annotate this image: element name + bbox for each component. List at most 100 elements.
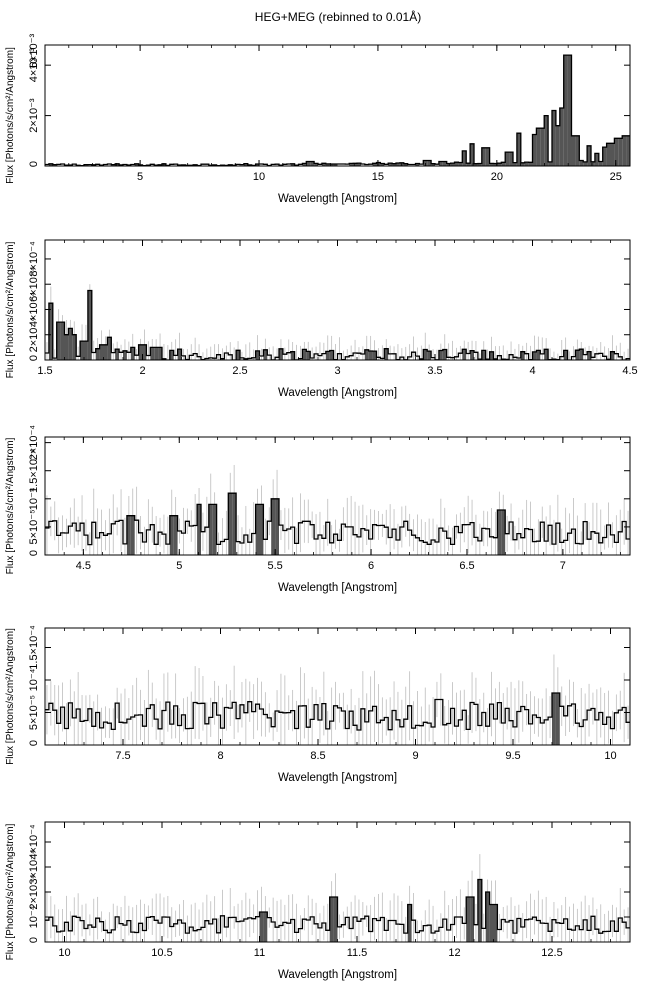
flux-series-line	[45, 492, 630, 546]
x-axis-label: Wavelength [Angstrom]	[278, 969, 397, 981]
flux-bin	[446, 163, 451, 166]
x-tick-label: 11	[254, 947, 265, 959]
x-tick-label: 2	[139, 365, 145, 377]
flux-bin	[243, 163, 248, 166]
x-tick-label: 10.5	[151, 947, 172, 959]
flux-bin	[485, 147, 490, 166]
flux-bin	[197, 504, 201, 555]
flux-bin	[150, 347, 155, 360]
flux-bin	[587, 351, 591, 360]
flux-bin	[571, 135, 576, 166]
flux-bin	[228, 493, 233, 555]
flux-bin	[532, 351, 537, 360]
flux-bin	[458, 162, 463, 166]
flux-bin	[579, 349, 584, 360]
y-tick-label: 0	[28, 355, 40, 361]
x-tick-label: 9	[412, 750, 418, 762]
flux-bin	[427, 351, 432, 360]
flux-bin	[614, 138, 619, 166]
flux-bin	[321, 163, 326, 166]
flux-bin	[68, 328, 73, 360]
flux-bin	[236, 350, 240, 360]
flux-bin	[450, 163, 455, 166]
flux-bin	[80, 341, 84, 360]
flux-bin	[380, 163, 385, 166]
flux-bin	[481, 147, 486, 166]
flux-bin	[602, 147, 607, 166]
flux-bin	[544, 115, 549, 166]
flux-bin	[622, 135, 627, 166]
flux-bin	[154, 347, 159, 360]
flux-bin	[474, 163, 478, 166]
y-axis-label: Flux [Photons/s/cm²/Angstrom]	[5, 47, 16, 184]
chart-panel-5: 10 10.5 11 11.5 12 12.5 10⁻⁴2×10⁻⁴3×10⁻⁴4×10⁻⁴…	[5, 821, 631, 981]
flux-bin	[208, 504, 213, 555]
plot-frame	[44, 44, 631, 167]
flux-bin	[302, 349, 307, 360]
flux-bin	[548, 161, 552, 166]
flux-bin	[555, 125, 560, 166]
y-tick-label: 2×10⁻⁴	[28, 425, 40, 461]
x-axis-label: Wavelength [Angstrom]	[278, 772, 397, 784]
flux-bin	[275, 498, 279, 555]
flux-bin	[357, 163, 361, 166]
y-tick-label: 4×10⁻³	[28, 48, 40, 83]
flux-bin	[177, 349, 182, 360]
flux-bin	[532, 134, 537, 166]
flux-bin	[259, 912, 264, 942]
chart-panel-1: 5 10 15 20 25 2×10⁻³ 4×10⁻³6×10⁻³ 0 Wavelength […	[5, 34, 631, 205]
flux-bin	[477, 879, 482, 942]
y-tick-label: 5×10⁻⁵	[28, 695, 40, 730]
x-axis-label: Wavelength [Angstrom]	[278, 387, 397, 399]
x-tick-label: 8	[217, 750, 223, 762]
flux-bin	[610, 143, 615, 166]
flux-bin	[134, 163, 139, 166]
flux-bin	[442, 161, 447, 166]
x-tick-label: 10	[604, 750, 616, 762]
flux-bin	[396, 162, 400, 166]
flux-bin	[103, 344, 108, 360]
flux-bin	[618, 138, 623, 166]
flux-bin	[485, 892, 490, 942]
flux-bin	[466, 163, 471, 166]
flux-bin	[552, 693, 556, 745]
flux-bin	[263, 912, 268, 942]
flux-bin	[384, 348, 389, 360]
y-tick-label: 3×10⁻⁴	[28, 849, 40, 885]
flux-bin	[415, 163, 420, 166]
x-tick-label: 12	[448, 947, 460, 959]
flux-bin	[306, 351, 311, 360]
flux-bin	[123, 350, 127, 360]
flux-bin	[325, 163, 330, 166]
data-layer	[45, 464, 630, 555]
flux-bin	[329, 163, 334, 166]
flux-bin	[563, 55, 568, 166]
flux-bin	[555, 693, 560, 745]
flux-bin	[290, 351, 295, 360]
flux-bin	[255, 163, 260, 166]
flux-bin	[493, 163, 498, 166]
data-layer	[45, 284, 630, 360]
flux-bin	[563, 350, 568, 360]
flux-bin	[559, 108, 564, 166]
y-tick-label: 0	[28, 937, 40, 943]
x-tick-label: 15	[372, 171, 384, 183]
flux-bin	[388, 163, 393, 166]
flux-bin	[368, 351, 373, 360]
x-tick-label: 25	[610, 171, 622, 183]
flux-bin	[575, 350, 580, 360]
flux-bin	[392, 163, 396, 166]
x-tick-label: 2.5	[232, 365, 247, 377]
y-tick-label: 2×10⁻⁴	[28, 317, 40, 353]
flux-bin	[583, 161, 588, 166]
flux-bin	[466, 897, 471, 942]
flux-bin	[462, 150, 467, 166]
flux-bin	[594, 153, 599, 166]
flux-bin	[528, 162, 533, 166]
flux-bin	[575, 135, 580, 166]
y-tick-label: 1.5×10⁻⁴	[28, 448, 40, 493]
flux-bin	[438, 350, 443, 360]
flux-bin	[64, 334, 69, 360]
flux-bin	[438, 161, 443, 166]
flux-bin	[489, 351, 494, 360]
